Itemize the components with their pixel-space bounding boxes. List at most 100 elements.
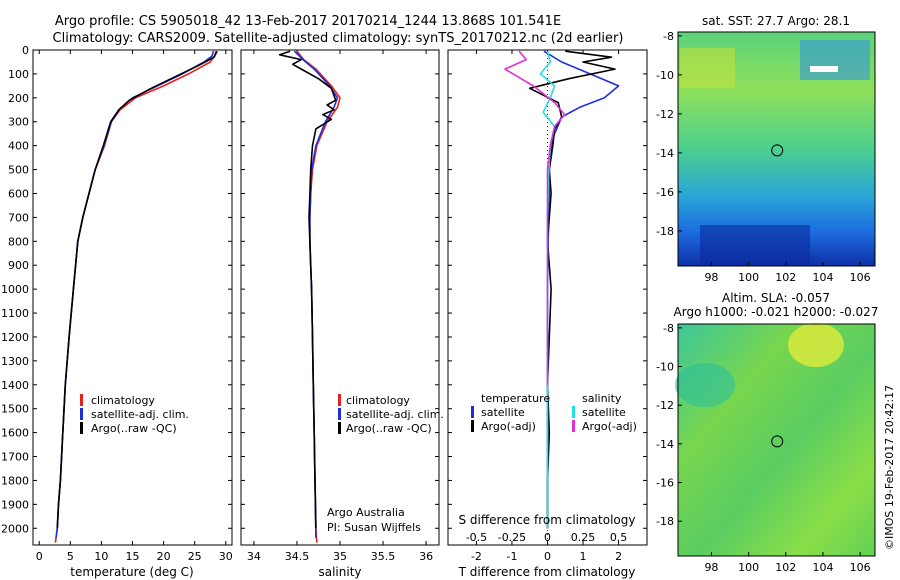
sla-heatmap-field xyxy=(678,324,875,556)
x-tick-label: 34.5 xyxy=(285,550,310,563)
legend-swatch-argo xyxy=(80,422,83,434)
map-y-tick-label: -8 xyxy=(663,30,674,43)
map-x-tick-label: 104 xyxy=(812,271,833,284)
legend-label-satellite: satellite-adj. clim. xyxy=(346,408,444,421)
y-tick-label: 800 xyxy=(8,235,29,248)
y-tick-label: 1300 xyxy=(1,355,29,368)
salinity-diff-tick-label: 0.25 xyxy=(571,531,596,544)
y-tick-label: 300 xyxy=(8,116,29,129)
salinity-diff-tick-label: -0.25 xyxy=(498,531,526,544)
salinity-ticks: 34 34.5 35 35.5 36 xyxy=(241,49,439,563)
legend-swatch-climatology xyxy=(80,394,83,406)
y-tick-label: 1500 xyxy=(1,403,29,416)
x-tick-label: 2 xyxy=(615,550,622,563)
y-tick-label: 400 xyxy=(8,140,29,153)
x-tick-label: 5 xyxy=(67,550,74,563)
y-tick-label: 1900 xyxy=(1,498,29,511)
salinity-diff-ticks: -0.5 -0.25 0 0.25 0.5 xyxy=(466,531,628,544)
legend-swatch-s-argo xyxy=(572,420,575,432)
x-tick-label: 36 xyxy=(419,550,433,563)
sst-map: sat. SST: 27.7 Argo: 28.1 98 100 102 104 106… xyxy=(656,14,876,284)
sla-map-frame xyxy=(677,323,876,557)
imos-timestamp: ©IMOS 19-Feb-2017 20:42:17 xyxy=(883,385,896,550)
salinity-legend: climatology satellite-adj. clim. Argo(..… xyxy=(338,394,444,435)
sla-low-anomaly xyxy=(675,363,735,407)
legend-heading-temperature: temperature xyxy=(481,392,550,405)
temperature-axes-box xyxy=(32,49,233,546)
difference-lines xyxy=(504,50,620,529)
sla-map-ticks: 98 100 102 104 106 -8 -10 -12 -14 -16 -18 xyxy=(656,322,871,574)
map-x-tick-label: 100 xyxy=(738,271,759,284)
x-tick-label: 0 xyxy=(36,550,43,563)
legend-swatch-climatology xyxy=(338,394,341,406)
sst-cool-patch xyxy=(800,40,870,80)
x-tick-label: 10 xyxy=(94,550,108,563)
x-tick-label: 25 xyxy=(188,550,202,563)
salinity-annotation-line-1: Argo Australia xyxy=(327,506,405,519)
header-line-2: Climatology: CARS2009. Satellite-adjuste… xyxy=(53,31,624,46)
x-tick-label: 20 xyxy=(157,550,171,563)
map-y-tick-label: -8 xyxy=(663,322,674,335)
legend-label-s-satellite: satellite xyxy=(582,406,626,419)
map-y-tick-label: -12 xyxy=(656,108,674,121)
map-x-tick-label: 102 xyxy=(775,561,796,574)
map-y-tick-label: -10 xyxy=(656,361,674,374)
y-tick-label: 1600 xyxy=(1,427,29,440)
salinity-diff-tick-label: 0.5 xyxy=(610,531,628,544)
legend-label-climatology: climatology xyxy=(346,394,410,407)
y-tick-label: 1400 xyxy=(1,379,29,392)
difference-xlabel-top: S difference from climatology xyxy=(459,513,636,527)
y-tick-label: 700 xyxy=(8,211,29,224)
legend-swatch-argo xyxy=(338,422,341,434)
salinity-panel: 34 34.5 35 35.5 36 salinity climatology sate… xyxy=(240,49,444,579)
difference-panel: -2 -1 0 1 2 T difference from climatology S … xyxy=(447,49,648,579)
x-tick-label: -1 xyxy=(506,550,517,563)
sst-map-frame xyxy=(677,31,876,267)
y-tick-label: 600 xyxy=(8,187,29,200)
difference-ticks: -2 -1 0 1 2 xyxy=(448,49,647,563)
map-y-tick-label: -14 xyxy=(656,147,674,160)
x-tick-label: 15 xyxy=(126,550,140,563)
sla-map-subtitle: Argo h1000: -0.021 h2000: -0.027 xyxy=(674,305,879,319)
legend-label-t-satellite: satellite xyxy=(481,406,525,419)
sst-map-ticks: 98 100 102 104 106 -8 -10 -12 -14 -16 -18 xyxy=(656,30,871,284)
y-tick-label: 500 xyxy=(8,164,29,177)
salinity-annotation-line-2: PI: Susan Wijffels xyxy=(327,521,421,534)
x-tick-label: 35.5 xyxy=(371,550,396,563)
y-tick-label: 1800 xyxy=(1,474,29,487)
legend-swatch-satellite xyxy=(338,408,341,420)
series-line-argo-raw-qc- xyxy=(56,50,218,529)
y-tick-label: 900 xyxy=(8,259,29,272)
map-x-tick-label: 100 xyxy=(738,561,759,574)
temperature-panel: 0100200300400500600700800900100011001200… xyxy=(1,44,233,579)
series-line-argo-raw-qc- xyxy=(278,50,337,529)
legend-swatch-s-satellite xyxy=(572,406,575,418)
legend-label-argo: Argo(..raw -QC) xyxy=(91,422,177,435)
y-tick-label: 200 xyxy=(8,92,29,105)
legend-heading-salinity: salinity xyxy=(582,392,622,405)
map-x-tick-label: 98 xyxy=(704,271,718,284)
x-tick-label: 1 xyxy=(580,550,587,563)
map-y-tick-label: -18 xyxy=(656,225,674,238)
sla-map: Altim. SLA: -0.057 Argo h1000: -0.021 h2… xyxy=(656,291,878,574)
map-y-tick-label: -10 xyxy=(656,69,674,82)
map-y-tick-label: -14 xyxy=(656,438,674,451)
salinity-diff-tick-label: -0.5 xyxy=(466,531,487,544)
y-tick-label: 1200 xyxy=(1,331,29,344)
x-tick-label: 35 xyxy=(333,550,347,563)
map-y-tick-label: -18 xyxy=(656,515,674,528)
y-tick-label: 1000 xyxy=(1,283,29,296)
legend-swatch-t-satellite xyxy=(471,406,474,418)
sla-high-anomaly xyxy=(788,323,844,367)
legend-label-argo: Argo(..raw -QC) xyxy=(346,422,432,435)
map-x-tick-label: 106 xyxy=(850,561,871,574)
map-x-tick-label: 106 xyxy=(850,271,871,284)
sst-map-title: sat. SST: 27.7 Argo: 28.1 xyxy=(702,14,850,28)
legend-label-s-argo: Argo(-adj) xyxy=(582,420,637,433)
legend-label-satellite: satellite-adj. clim. xyxy=(91,408,189,421)
difference-legend: temperature satellite Argo(-adj) salinit… xyxy=(471,392,637,433)
legend-label-climatology: climatology xyxy=(91,394,155,407)
header-line-1: Argo profile: CS 5905018_42 13-Feb-2017 … xyxy=(55,14,561,29)
temperature-lines xyxy=(54,50,218,543)
